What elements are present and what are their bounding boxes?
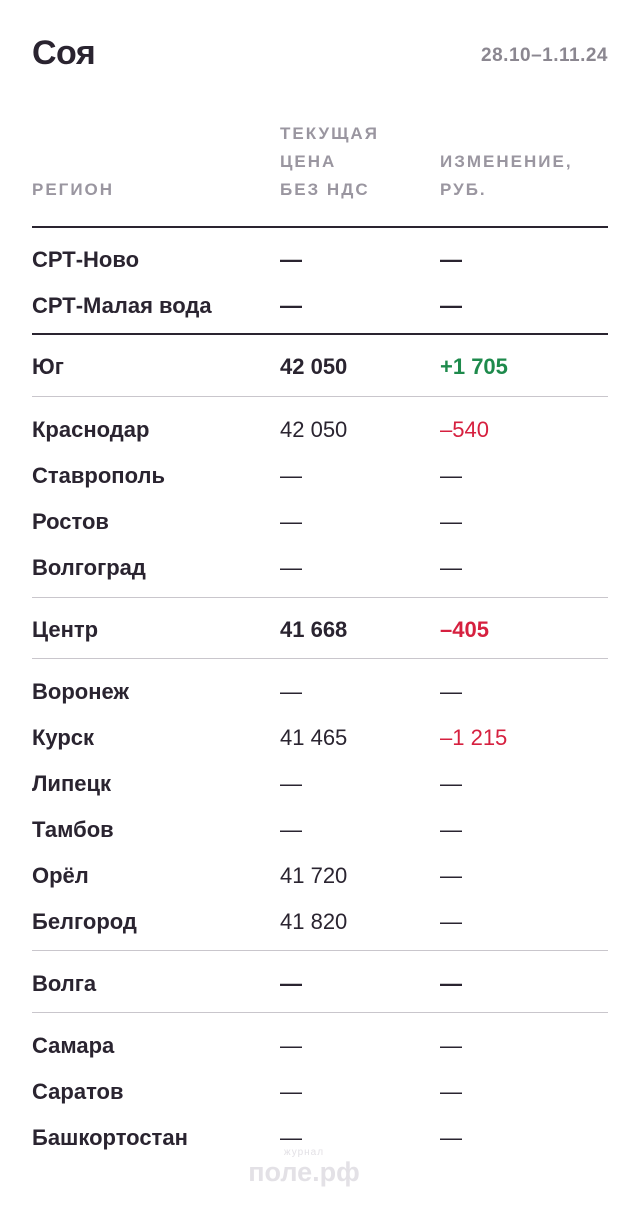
region-name: Воронеж bbox=[32, 679, 130, 704]
table-row: Башкортостан — — bbox=[32, 1115, 608, 1161]
table-row: Юг 42 050 +1 705 bbox=[32, 344, 608, 390]
column-header-price-line2: ЦЕНА bbox=[280, 152, 337, 171]
section-divider bbox=[32, 950, 608, 951]
current-price: — bbox=[280, 463, 302, 488]
price-change: — bbox=[440, 863, 462, 888]
current-price: 41 465 bbox=[280, 725, 348, 750]
column-header-price-line3: БЕЗ НДС bbox=[280, 180, 370, 199]
current-price: 42 050 bbox=[280, 354, 348, 379]
table-row: Центр 41 668 –405 bbox=[32, 607, 608, 653]
current-price: — bbox=[280, 1079, 302, 1104]
table-row: Белгород 41 820 — bbox=[32, 899, 608, 945]
column-header-change-line1: ИЗМЕНЕНИЕ, bbox=[440, 152, 573, 171]
table-row: Орёл 41 720 — bbox=[32, 853, 608, 899]
table-row: Ростов — — bbox=[32, 499, 608, 545]
current-price: — bbox=[280, 1125, 302, 1150]
price-change: — bbox=[440, 293, 462, 318]
price-change: –1 215 bbox=[440, 725, 508, 750]
price-change: –405 bbox=[440, 617, 489, 642]
region-name: Волгоград bbox=[32, 555, 146, 580]
date-range: 28.10–1.11.24 bbox=[481, 45, 608, 66]
current-price: 41 820 bbox=[280, 909, 348, 934]
region-name: Ставрополь bbox=[32, 463, 165, 488]
region-name: Ростов bbox=[32, 509, 109, 534]
column-header-price-line1: ТЕКУЩАЯ bbox=[280, 124, 379, 143]
table-row: Ставрополь — — bbox=[32, 453, 608, 499]
region-name: Центр bbox=[32, 617, 99, 642]
table-row: Самара — — bbox=[32, 1023, 608, 1069]
region-name: Белгород bbox=[32, 909, 137, 934]
table-row: СРТ-Ново — — bbox=[32, 237, 608, 283]
table-row: Курск 41 465 –1 215 bbox=[32, 715, 608, 761]
current-price: — bbox=[280, 247, 302, 272]
region-name: Курск bbox=[32, 725, 95, 750]
current-price: — bbox=[280, 293, 302, 318]
current-price: 41 668 bbox=[280, 617, 348, 642]
table-row: СРТ-Малая вода — — bbox=[32, 283, 608, 329]
table-row: Липецк — — bbox=[32, 761, 608, 807]
section-divider bbox=[32, 333, 608, 335]
region-name: Липецк bbox=[32, 771, 112, 796]
current-price: — bbox=[280, 771, 302, 796]
region-name: Орёл bbox=[32, 863, 89, 888]
price-change: — bbox=[440, 1033, 462, 1058]
current-price: 41 720 bbox=[280, 863, 348, 888]
price-change: — bbox=[440, 971, 462, 996]
price-change: — bbox=[440, 771, 462, 796]
table-row: Воронеж — — bbox=[32, 669, 608, 715]
table-row: Тамбов — — bbox=[32, 807, 608, 853]
section-divider bbox=[32, 1012, 608, 1013]
region-name: Самара bbox=[32, 1033, 115, 1058]
region-name: СРТ-Малая вода bbox=[32, 293, 212, 318]
column-header-price: ТЕКУЩАЯ ЦЕНА БЕЗ НДС bbox=[280, 120, 430, 204]
section-divider bbox=[32, 658, 608, 659]
table-row: Краснодар 42 050 –540 bbox=[32, 407, 608, 453]
region-name: Волга bbox=[32, 971, 97, 996]
price-change: — bbox=[440, 679, 462, 704]
region-name: Тамбов bbox=[32, 817, 114, 842]
price-change: +1 705 bbox=[440, 354, 508, 379]
watermark-logo: журнал поле.рф bbox=[224, 1147, 384, 1187]
page-title: Соя bbox=[32, 34, 96, 72]
current-price: 42 050 bbox=[280, 417, 348, 442]
table-row: Волгоград — — bbox=[32, 545, 608, 591]
region-name: СРТ-Ново bbox=[32, 247, 140, 272]
region-name: Юг bbox=[32, 354, 64, 379]
region-name: Саратов bbox=[32, 1079, 124, 1104]
current-price: — bbox=[280, 971, 302, 996]
price-change: — bbox=[440, 909, 462, 934]
price-change: — bbox=[440, 555, 462, 580]
column-header-change: ИЗМЕНЕНИЕ, РУБ. bbox=[440, 148, 610, 204]
price-change: — bbox=[440, 509, 462, 534]
table-row: Саратов — — bbox=[32, 1069, 608, 1115]
current-price: — bbox=[280, 509, 302, 534]
region-name: Башкортостан bbox=[32, 1125, 188, 1150]
price-change: –540 bbox=[440, 417, 489, 442]
price-change: — bbox=[440, 463, 462, 488]
column-header-region: РЕГИОН bbox=[32, 180, 115, 199]
price-change: — bbox=[440, 247, 462, 272]
price-change: — bbox=[440, 1079, 462, 1104]
region-name: Краснодар bbox=[32, 417, 150, 442]
current-price: — bbox=[280, 679, 302, 704]
price-change: — bbox=[440, 1125, 462, 1150]
watermark-small: журнал bbox=[283, 1147, 325, 1158]
watermark-big: поле.рф bbox=[248, 1157, 360, 1187]
column-header-change-line2: РУБ. bbox=[440, 180, 487, 199]
current-price: — bbox=[280, 1033, 302, 1058]
table-row: Волга — — bbox=[32, 961, 608, 1007]
section-divider bbox=[32, 597, 608, 598]
section-divider bbox=[32, 396, 608, 397]
header-divider bbox=[32, 226, 608, 228]
price-change: — bbox=[440, 817, 462, 842]
current-price: — bbox=[280, 555, 302, 580]
current-price: — bbox=[280, 817, 302, 842]
